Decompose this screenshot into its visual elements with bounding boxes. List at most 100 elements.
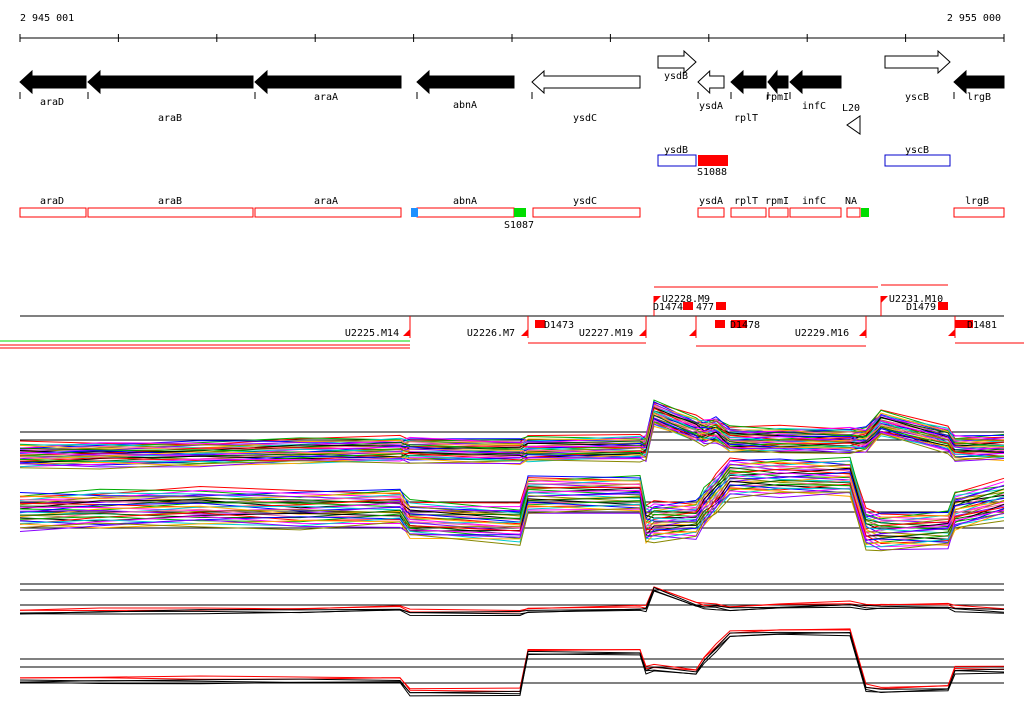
segment-label: D1479 [906,302,936,313]
summary-line [19,586,1005,613]
operon-label: ysdC [573,196,597,207]
segment-label: 477 [696,302,714,313]
segment-label: U2231.M10 [889,294,943,305]
gene-label: ysdA [699,101,723,112]
segment-flag [881,296,888,303]
segment-label: U2227.M19 [579,328,633,339]
segment-flag [948,329,955,336]
profile-line [19,418,1005,466]
profile-line [19,460,1005,524]
segment-block [715,320,725,328]
summary-line [19,633,1005,697]
gene-label: rplT [734,113,758,124]
segment-label: U2226.M7 [467,328,515,339]
gene-arrow [254,69,402,95]
gene-label: araD [40,97,64,108]
terminator-label: L20 [842,103,860,114]
profile-line [19,461,1005,522]
operon-label: araA [314,196,338,207]
operon-marker [861,208,869,217]
gene-label: araA [314,92,338,103]
segment-block [535,320,545,328]
profile-line [19,460,1005,521]
profile-line [19,470,1005,531]
gene-label: lrgB [967,92,991,103]
operon-box [730,207,767,218]
gene-arrow [531,69,641,95]
gene-label: rpmI [765,92,789,103]
profile-line [19,458,1005,518]
segment-label: D1478 [730,320,760,331]
summary-line [19,586,1005,614]
operon-label: NA [845,196,857,207]
gene-label: abnA [453,100,477,111]
operon-label: rpmI [765,196,789,207]
profile-line [19,473,1005,534]
profile-line [19,475,1005,538]
gene-label: infC [802,101,826,112]
segment-block [683,302,693,310]
segment-label: U2229.M16 [795,328,849,339]
segment-block [737,320,747,328]
operon-label: araD [40,196,64,207]
segment-flag [859,329,866,336]
profile-line [19,491,1005,551]
gene-arrow [884,49,951,75]
profile-line [19,410,1005,459]
coord-start: 2 945 001 [20,13,75,24]
segment-label: D1473 [544,320,574,331]
operon-box [254,207,402,218]
gene-arrow [730,69,767,95]
summary-line [19,628,1005,690]
profile-line [19,487,1005,548]
segment-block [731,320,741,328]
segment-block [963,320,973,328]
terminator-icon [846,115,861,135]
profile-line [19,407,1005,455]
summary-line [19,631,1005,694]
gene-label: yscB [905,92,929,103]
summary-line [19,629,1005,693]
profile-line [19,487,1005,548]
gene-arrow [789,69,842,95]
profile-line [19,399,1005,448]
segment-label: D1481 [967,320,997,331]
operon-box [416,207,515,218]
operon-label: araB [158,196,182,207]
coord-end: 2 955 000 [946,13,1001,24]
operon-box [532,207,641,218]
profile-line [19,456,1005,520]
segment-flag [654,296,661,303]
gene-arrow [697,69,725,95]
segment-flag [403,329,410,336]
segment-label: U2228.M9 [662,294,710,305]
operon-box [846,207,861,218]
segment-flag [639,329,646,336]
tu-label: ysdB [664,145,688,156]
summary-line [19,631,1005,695]
segment-block [716,302,726,310]
red-block [698,155,728,166]
profile-line [19,412,1005,457]
gene-arrow [953,69,1005,95]
segment-label: U2225.M14 [345,328,399,339]
gene-label: araB [158,113,182,124]
profile-line [19,471,1005,535]
gene-arrow [87,69,254,95]
profile-line [19,475,1005,537]
operon-box [768,207,789,218]
profile-line [19,480,1005,540]
profile-line [19,472,1005,534]
operon-label: rplT [734,196,758,207]
tu-box [657,154,697,167]
profile-line [19,403,1005,452]
operon-box [953,207,1005,218]
profile-line [19,465,1005,526]
gene-arrow [19,69,87,95]
profile-line [19,491,1005,552]
tu-label: yscB [905,145,929,156]
red-block-label: S1088 [697,167,727,178]
gene-label: ysdC [573,113,597,124]
